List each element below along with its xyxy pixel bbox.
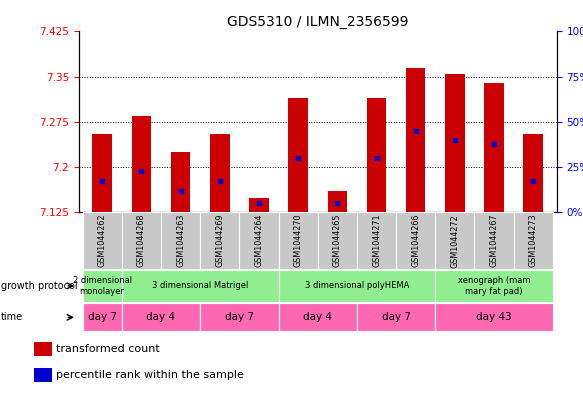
Text: time: time — [1, 312, 23, 322]
Text: transformed count: transformed count — [57, 344, 160, 354]
Bar — [445, 73, 465, 212]
Text: day 7: day 7 — [225, 312, 254, 322]
Bar — [122, 212, 161, 269]
Bar — [161, 212, 200, 269]
Bar — [436, 212, 475, 269]
Bar — [240, 212, 279, 269]
Text: day 43: day 43 — [476, 312, 512, 322]
Text: GSM1044265: GSM1044265 — [333, 214, 342, 267]
Text: GSM1044270: GSM1044270 — [294, 214, 303, 267]
Bar — [514, 212, 553, 269]
Text: percentile rank within the sample: percentile rank within the sample — [57, 370, 244, 380]
Bar — [132, 116, 151, 212]
Bar — [279, 270, 436, 302]
Bar — [34, 342, 52, 356]
Bar — [83, 270, 122, 302]
Bar — [357, 212, 396, 269]
Bar — [436, 270, 553, 302]
Bar — [200, 303, 279, 331]
Bar — [93, 134, 112, 212]
Bar — [83, 212, 122, 269]
Text: 3 dimensional Matrigel: 3 dimensional Matrigel — [152, 281, 248, 290]
Text: day 7: day 7 — [382, 312, 410, 322]
Bar — [357, 303, 436, 331]
Bar — [328, 191, 347, 212]
Text: GSM1044264: GSM1044264 — [254, 214, 264, 267]
Bar — [406, 68, 426, 212]
Text: 3 dimensional polyHEMA: 3 dimensional polyHEMA — [305, 281, 409, 290]
Bar — [122, 303, 200, 331]
Text: day 4: day 4 — [303, 312, 332, 322]
Text: growth protocol: growth protocol — [1, 281, 77, 291]
Bar — [83, 303, 122, 331]
Text: 2 dimensional
monolayer: 2 dimensional monolayer — [73, 276, 132, 296]
Text: GSM1044271: GSM1044271 — [372, 214, 381, 267]
Bar — [200, 212, 240, 269]
Text: GSM1044266: GSM1044266 — [411, 214, 420, 267]
Bar — [289, 98, 308, 212]
Text: GSM1044273: GSM1044273 — [529, 214, 538, 267]
Bar — [484, 83, 504, 212]
Text: day 7: day 7 — [87, 312, 117, 322]
Text: xenograph (mam
mary fat pad): xenograph (mam mary fat pad) — [458, 276, 531, 296]
Bar — [249, 198, 269, 212]
Bar — [524, 134, 543, 212]
Bar — [210, 134, 230, 212]
Text: GSM1044268: GSM1044268 — [137, 214, 146, 267]
Text: GSM1044263: GSM1044263 — [176, 214, 185, 267]
Bar — [396, 212, 436, 269]
Title: GDS5310 / ILMN_2356599: GDS5310 / ILMN_2356599 — [227, 15, 409, 29]
Bar — [436, 303, 553, 331]
Bar — [279, 212, 318, 269]
Text: GSM1044262: GSM1044262 — [98, 214, 107, 267]
Text: GSM1044269: GSM1044269 — [215, 214, 224, 267]
Bar — [475, 212, 514, 269]
Text: GSM1044272: GSM1044272 — [451, 214, 459, 268]
Text: day 4: day 4 — [146, 312, 175, 322]
Bar — [367, 98, 387, 212]
Bar — [318, 212, 357, 269]
Bar — [279, 303, 357, 331]
Bar — [34, 368, 52, 382]
Bar — [171, 152, 191, 212]
Bar — [122, 270, 279, 302]
Text: GSM1044267: GSM1044267 — [490, 214, 498, 267]
